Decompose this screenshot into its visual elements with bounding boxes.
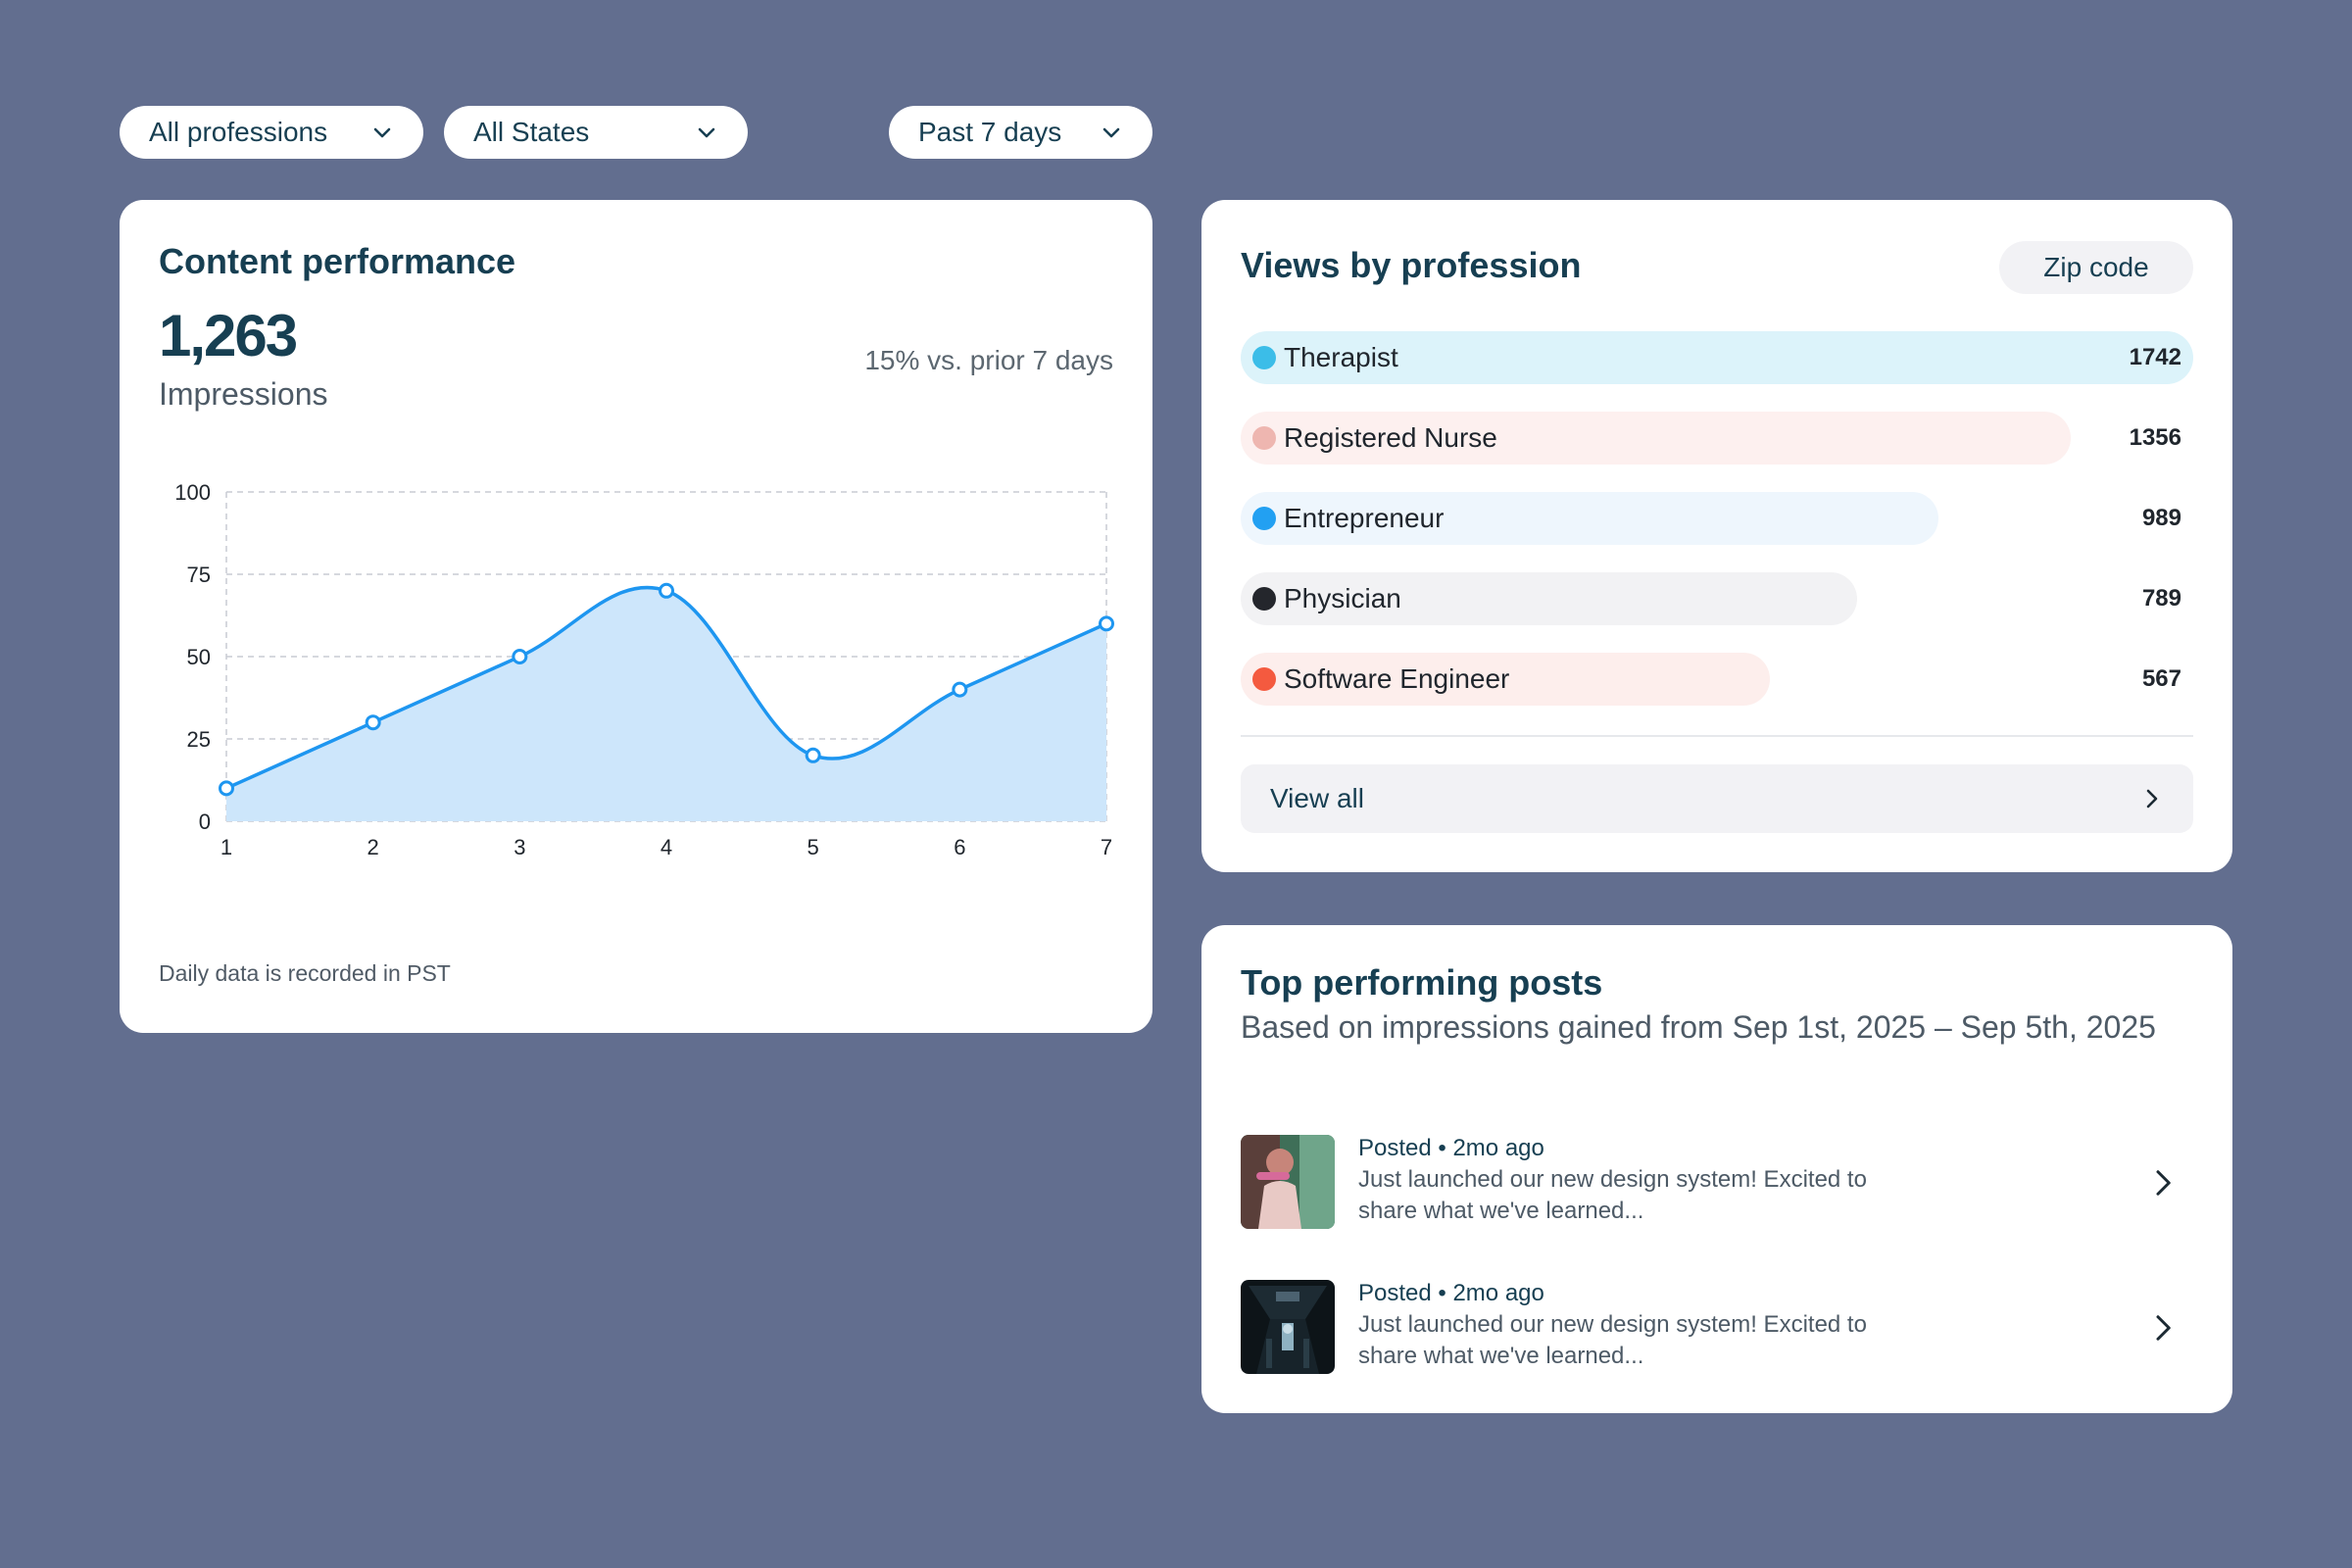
x-tick-label: 3 bbox=[514, 835, 525, 857]
y-tick-label: 25 bbox=[187, 727, 211, 752]
post-item[interactable]: Posted • 2mo ago Just launched our new d… bbox=[1241, 1280, 2193, 1378]
data-point bbox=[805, 747, 821, 763]
y-tick-label: 75 bbox=[187, 563, 211, 587]
profession-count: 789 bbox=[2141, 585, 2181, 612]
data-point bbox=[1099, 615, 1114, 632]
profession-bar bbox=[1241, 331, 2193, 384]
view-all-label: View all bbox=[1270, 783, 1364, 813]
profession-bar bbox=[1241, 572, 1857, 625]
profession-color-dot bbox=[1252, 507, 1276, 530]
data-point bbox=[512, 649, 528, 664]
state-filter-label: All States bbox=[473, 117, 590, 147]
profession-bar bbox=[1241, 412, 2071, 465]
content-performance-card: Content performance 1,263 Impressions 15… bbox=[120, 200, 1152, 1033]
data-point bbox=[952, 681, 968, 698]
profession-color-dot bbox=[1252, 667, 1276, 691]
profession-row[interactable]: Entrepreneur 989 bbox=[1241, 492, 2193, 545]
profession-label: Entrepreneur bbox=[1284, 503, 1445, 533]
chevron-right-icon bbox=[2146, 789, 2158, 808]
post-excerpt: Just launched our new design system! Exc… bbox=[1358, 1311, 1867, 1369]
data-point bbox=[219, 780, 234, 797]
x-tick-label: 7 bbox=[1101, 835, 1112, 857]
profession-filter-dropdown[interactable]: All professions bbox=[120, 106, 423, 159]
post-meta: Posted • 2mo ago bbox=[1358, 1280, 1544, 1306]
impressions-area-chart: 0 25 50 75 100 1 2 3 4 5 6 7 bbox=[174, 480, 1114, 857]
profession-label: Physician bbox=[1284, 583, 1401, 613]
filter-bar: All professions All States Past 7 days bbox=[120, 106, 1152, 159]
profession-filter-label: All professions bbox=[149, 117, 328, 147]
x-tick-label: 1 bbox=[220, 835, 232, 857]
impressions-value: 1,263 bbox=[159, 303, 298, 368]
chevron-right-icon bbox=[2156, 1170, 2171, 1196]
zip-code-button[interactable]: Zip code bbox=[1999, 241, 2193, 294]
card-title: Views by profession bbox=[1241, 245, 1582, 285]
views-by-profession-card: Views by profession Zip code Therapist 1… bbox=[1201, 200, 2232, 872]
y-tick-label: 0 bbox=[199, 809, 211, 834]
profession-count: 567 bbox=[2141, 665, 2181, 692]
x-tick-label: 6 bbox=[954, 835, 965, 857]
profession-row[interactable]: Software Engineer 567 bbox=[1241, 653, 2193, 706]
card-title: Content performance bbox=[159, 241, 516, 281]
post-thumbnail bbox=[1241, 1135, 1335, 1229]
profession-bar bbox=[1241, 653, 1770, 706]
profession-count: 1356 bbox=[2129, 424, 2181, 451]
post-item[interactable]: Posted • 2mo ago Just launched our new d… bbox=[1241, 1135, 2193, 1233]
footnote: Daily data is recorded in PST bbox=[159, 960, 451, 986]
y-tick-label: 100 bbox=[174, 480, 211, 505]
profession-count: 1742 bbox=[2129, 344, 2181, 370]
post-meta: Posted • 2mo ago bbox=[1358, 1135, 1544, 1161]
profession-bar bbox=[1241, 492, 1938, 545]
profession-color-dot bbox=[1252, 346, 1276, 369]
profession-row[interactable]: Physician 789 bbox=[1241, 572, 2193, 625]
profession-label: Therapist bbox=[1284, 342, 1398, 372]
view-all-button[interactable]: View all bbox=[1241, 764, 2193, 833]
post-excerpt: Just launched our new design system! Exc… bbox=[1358, 1166, 1867, 1224]
impressions-label: Impressions bbox=[159, 376, 328, 412]
card-title: Top performing posts bbox=[1241, 962, 1603, 1003]
profession-count: 989 bbox=[2141, 505, 2181, 531]
profession-row[interactable]: Registered Nurse 1356 bbox=[1241, 412, 2193, 465]
chevron-down-icon bbox=[1102, 127, 1120, 138]
chevron-down-icon bbox=[698, 127, 715, 138]
data-point bbox=[659, 582, 674, 599]
top-posts-card: Top performing posts Based on impression… bbox=[1201, 925, 2232, 1413]
comparison-text: 15% vs. prior 7 days bbox=[864, 345, 1113, 375]
divider bbox=[1241, 735, 2193, 737]
x-tick-label: 2 bbox=[368, 835, 379, 857]
profession-label: Registered Nurse bbox=[1284, 422, 1497, 453]
profession-color-dot bbox=[1252, 587, 1276, 611]
y-tick-label: 50 bbox=[187, 645, 211, 669]
post-thumbnail bbox=[1241, 1280, 1335, 1374]
area-fill bbox=[226, 587, 1106, 821]
profession-color-dot bbox=[1252, 426, 1276, 450]
card-subtitle: Based on impressions gained from Sep 1st… bbox=[1241, 1009, 2156, 1045]
period-filter-dropdown[interactable]: Past 7 days bbox=[889, 106, 1152, 159]
profession-row[interactable]: Therapist 1742 bbox=[1241, 331, 2193, 384]
state-filter-dropdown[interactable]: All States bbox=[444, 106, 748, 159]
chevron-down-icon bbox=[373, 127, 391, 138]
x-tick-label: 4 bbox=[661, 835, 672, 857]
profession-label: Software Engineer bbox=[1284, 663, 1510, 694]
chevron-right-icon bbox=[2156, 1315, 2171, 1341]
period-filter-label: Past 7 days bbox=[918, 117, 1062, 147]
x-tick-label: 5 bbox=[808, 835, 819, 857]
data-point bbox=[365, 714, 381, 731]
